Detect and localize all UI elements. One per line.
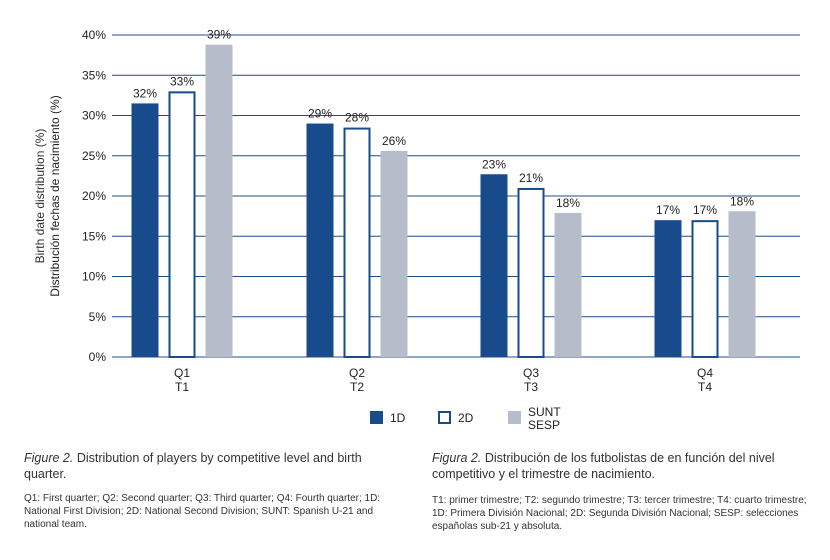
y-axis-label: Birth date distribution (%) Distribución… (33, 95, 62, 296)
caption-spanish-label: Figura 2. (432, 451, 482, 465)
bar-q4-1d (654, 220, 682, 357)
data-label: 17% (656, 203, 680, 217)
bar-q2-2d (343, 127, 371, 358)
legend-swatch (438, 411, 451, 424)
y-tick-label: 25% (82, 149, 106, 163)
bar-q3-sunt (554, 212, 582, 357)
bar-q4-2d (691, 220, 719, 358)
caption-spanish-title: Figura 2. Distribución de los futbolista… (432, 450, 816, 482)
y-tick-label: 20% (82, 189, 106, 203)
bar-chart: 0% 5% 10% 15% 20% 25% 30% 35% 40% 32% 33% 39% 29% 28… (33, 28, 800, 432)
y-axis-ticks: 0% 5% 10% 15% 20% 25% 30% 35% 40% (82, 28, 106, 364)
bar-q1-2d (168, 91, 196, 358)
legend-swatch (508, 411, 521, 424)
data-label: 33% (170, 74, 194, 88)
data-label: 18% (556, 196, 580, 210)
x-tick-label-es: T1 (175, 380, 189, 394)
bar-q1-1d (131, 103, 159, 357)
bar-q2-1d (306, 123, 334, 357)
data-label: 26% (382, 134, 406, 148)
legend-label: SUNT SESP (528, 405, 561, 432)
legend-label: 2D (458, 411, 474, 425)
y-tick-label: 30% (82, 109, 106, 123)
x-tick-label-en: Q4 (697, 366, 713, 380)
y-tick-label: 0% (89, 350, 107, 364)
caption-english-notes: Q1: First quarter; Q2: Second quarter; Q… (24, 493, 381, 530)
legend-swatch (370, 411, 383, 424)
data-label: 32% (133, 86, 157, 100)
y-axis-label-es: Distribución fechas de nacimiento (%) (48, 95, 62, 296)
caption-english: Figure 2. Distribution of players by com… (24, 450, 404, 531)
caption-english-label: Figure 2. (24, 451, 74, 465)
data-label: 21% (519, 171, 543, 185)
x-tick-label-en: Q2 (349, 366, 365, 380)
data-label: 29% (308, 107, 332, 121)
y-tick-label: 5% (89, 310, 107, 324)
x-tick-label-es: T2 (350, 380, 364, 394)
caption-english-title: Figure 2. Distribution of players by com… (24, 450, 404, 482)
bar-q4-sunt (728, 211, 756, 357)
data-label: 39% (207, 28, 231, 42)
bars: 32% 33% 39% 29% 28% 26% 23% 21% 18% 17% 17% 18% (131, 28, 756, 358)
legend: 1D 2D SUNT SESP (370, 405, 561, 432)
data-label: 17% (693, 203, 717, 217)
legend-label: 1D (390, 411, 406, 425)
y-tick-label: 15% (82, 229, 106, 243)
x-tick-label-es: T4 (698, 380, 712, 394)
caption-spanish-notes: T1: primer trimestre; T2: segundo trimes… (432, 495, 807, 532)
x-tick-label-en: Q1 (174, 366, 190, 380)
y-tick-label: 10% (82, 270, 106, 284)
x-tick-label-en: Q3 (523, 366, 539, 380)
bar-q1-sunt (205, 44, 233, 357)
y-axis-label-en: Birth date distribution (%) (33, 129, 47, 264)
y-tick-label: 35% (82, 68, 106, 82)
caption-spanish-text: Distribución de los futbolistas de en fu… (432, 451, 775, 481)
data-label: 18% (730, 194, 754, 208)
y-tick-label: 40% (82, 28, 106, 42)
caption-english-text: Distribution of players by competitive l… (24, 451, 362, 481)
bar-q3-1d (480, 174, 508, 357)
data-label: 28% (345, 111, 369, 125)
data-label: 23% (482, 157, 506, 171)
bar-q3-2d (517, 187, 545, 358)
caption-spanish: Figura 2. Distribución de los futbolista… (432, 450, 816, 533)
x-tick-label-es: T3 (524, 380, 538, 394)
bar-q2-sunt (380, 150, 408, 357)
